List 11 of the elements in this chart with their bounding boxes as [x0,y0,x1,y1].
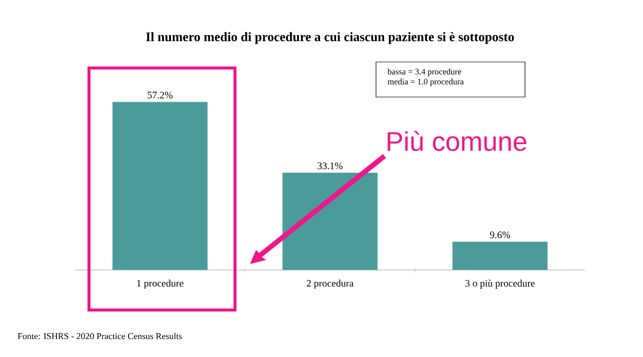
x-tick-label: 3 o più procedure [466,280,535,289]
text: media = 1.0 procedura [388,78,464,86]
chart-title: Il numero medio di procedure a cui ciascun paziente si è sottoposto [146,32,514,44]
source-note: Fonte: ISHRS - 2020 Practice Census Results [18,332,182,340]
text: bassa = 3.4 procedure [388,68,462,76]
x-tick-label: 2 procedura [306,280,354,289]
annotation: Più comune [388,130,526,152]
x-tick-label: 1 procedure [137,280,184,289]
data-label: 57.2% [148,92,173,98]
data-label: 33.1% [318,162,343,170]
data-label: 9.6% [490,232,510,238]
